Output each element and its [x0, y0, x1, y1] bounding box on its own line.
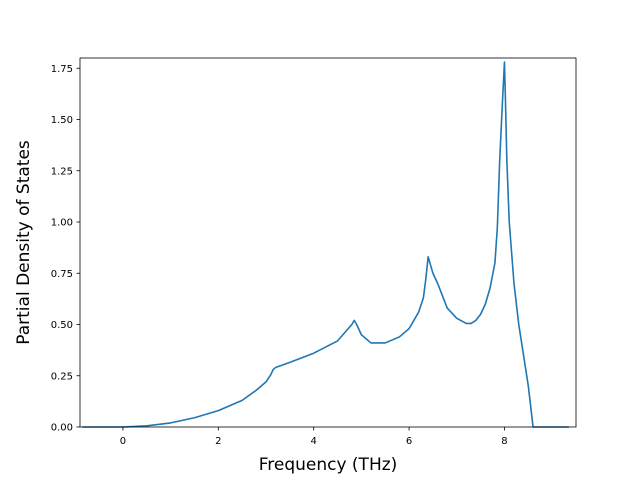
- x-axis-label: Frequency (THz): [259, 455, 398, 475]
- x-tick-label: 2: [215, 436, 221, 447]
- y-axis-ticks: 0.00 0.25 0.50 0.75 1.00 1.25 1.50 1.75: [51, 64, 80, 434]
- y-tick-label: 0.75: [51, 269, 73, 280]
- x-tick-label: 6: [406, 436, 412, 447]
- y-tick-label: 0.25: [51, 371, 73, 382]
- y-axis-label: Partial Density of States: [14, 140, 34, 345]
- y-tick-label: 0.00: [51, 423, 73, 434]
- plot-area: [82, 61, 569, 428]
- series-line-0: [82, 61, 569, 428]
- x-axis-ticks: 0 2 4 6 8: [120, 427, 508, 447]
- y-tick-label: 1.50: [51, 115, 73, 126]
- x-tick-label: 0: [120, 436, 126, 447]
- y-tick-label: 0.50: [51, 320, 73, 331]
- x-tick-label: 4: [311, 436, 317, 447]
- plot-frame: [79, 57, 577, 428]
- y-tick-label: 1.25: [51, 166, 73, 177]
- x-tick-label: 8: [501, 436, 507, 447]
- y-tick-label: 1.75: [51, 64, 73, 75]
- y-tick-label: 1.00: [51, 218, 73, 229]
